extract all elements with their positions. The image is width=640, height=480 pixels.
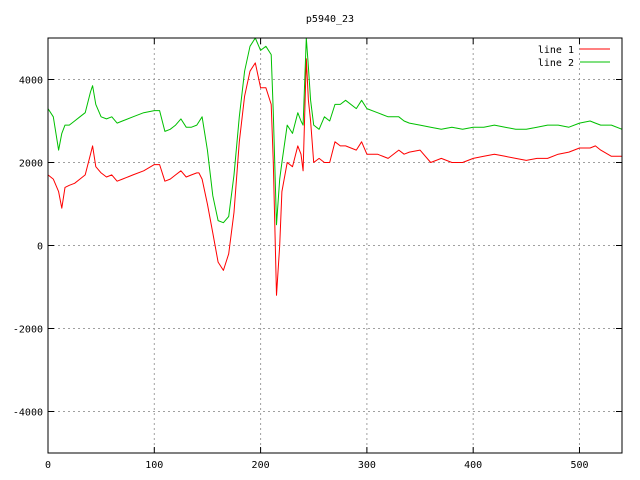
- x-tick-label: 400: [464, 460, 482, 471]
- legend: line 1 line 2: [538, 45, 610, 69]
- x-axis-tick-labels: 0 100 200 300 400 500: [45, 460, 589, 471]
- legend-label-1: line 1: [538, 45, 574, 56]
- y-tick-label: -2000: [13, 325, 43, 336]
- series-lines: [48, 38, 622, 296]
- y-tick-label: 2000: [19, 159, 43, 170]
- series-line-1: [48, 58, 622, 296]
- y-tick-label: 0: [37, 242, 43, 253]
- series-line-2: [48, 38, 622, 226]
- grid-lines: [48, 38, 622, 453]
- x-tick-label: 300: [358, 460, 376, 471]
- plot-frame: [47, 37, 623, 454]
- y-axis-tick-labels: -4000 -2000 0 2000 4000: [13, 76, 43, 419]
- x-tick-label: 100: [145, 460, 163, 471]
- x-tick-label: 200: [252, 460, 270, 471]
- x-tick-label: 500: [570, 460, 588, 471]
- legend-label-2: line 2: [538, 58, 574, 69]
- y-tick-label: -4000: [13, 408, 43, 419]
- y-tick-label: 4000: [19, 76, 43, 87]
- chart-title: p5940_23: [306, 14, 354, 25]
- x-tick-label: 0: [45, 460, 51, 471]
